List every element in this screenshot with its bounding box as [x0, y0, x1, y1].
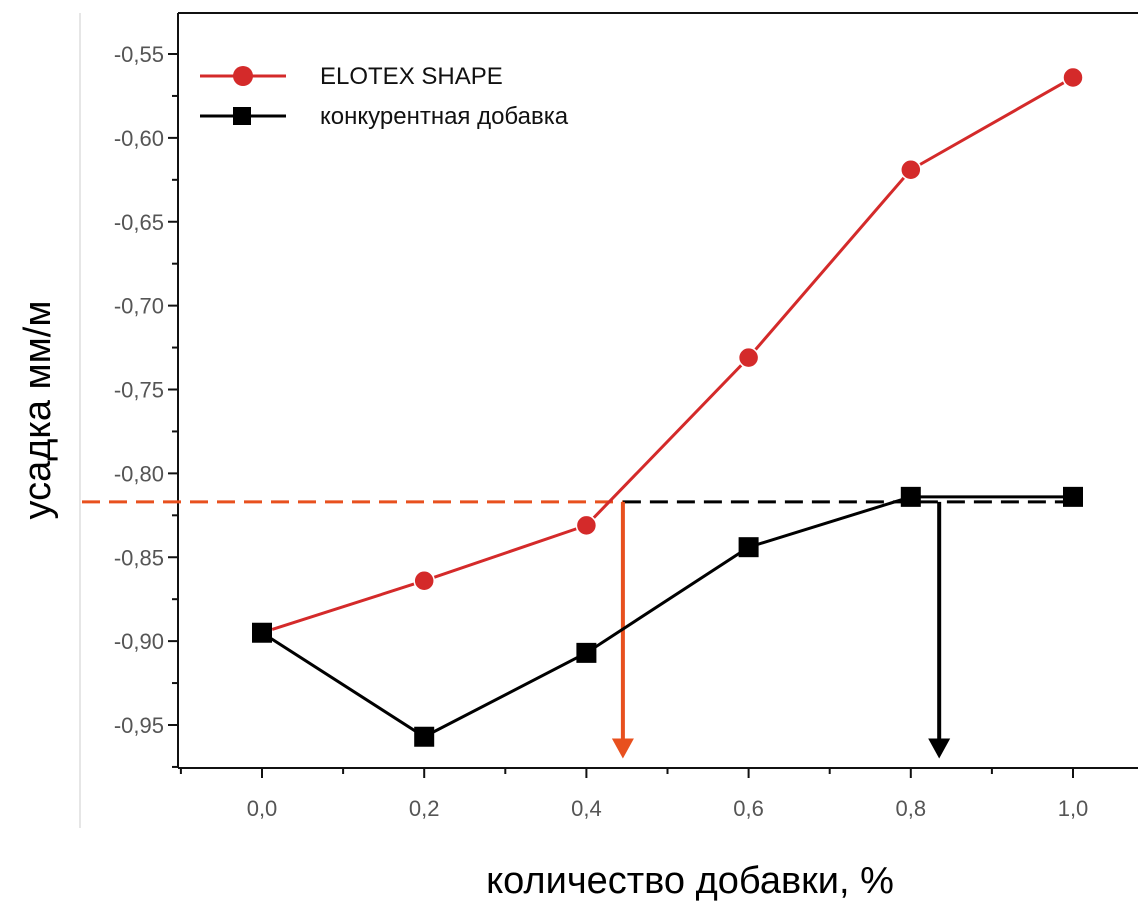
data-point — [900, 486, 921, 507]
legend-label: ELOTEX SHAPE — [320, 63, 503, 90]
data-point — [1063, 486, 1083, 507]
data-point — [252, 622, 272, 643]
arrow-head — [611, 738, 634, 759]
data-point — [737, 346, 760, 369]
plot-area — [79, 12, 1138, 828]
y-tick-label: -0,75 — [114, 378, 164, 403]
y-tick-label: -0,90 — [114, 629, 164, 654]
y-tick-label: -0,95 — [114, 713, 164, 738]
legend-marker — [233, 107, 251, 125]
x-tick-label: 0,2 — [409, 796, 440, 821]
x-tick-label: 0,6 — [733, 796, 764, 821]
arrow-head — [928, 738, 951, 759]
series-1 — [251, 66, 1084, 644]
series-line — [261, 76, 1074, 635]
data-point — [576, 642, 597, 663]
legend-label: конкурентная добавка — [320, 103, 569, 130]
data-point — [413, 569, 435, 592]
legend-marker — [233, 66, 253, 86]
legend: ELOTEX SHAPE конкурентная добавка — [200, 63, 569, 130]
series-2 — [252, 486, 1083, 747]
x-tick-label: 0,0 — [247, 796, 278, 821]
data-point — [900, 158, 922, 181]
reference-annotations — [82, 500, 1073, 759]
x-axis-title: количество добавки, % — [486, 860, 894, 902]
y-tick-label: -0,85 — [114, 545, 164, 570]
y-tick-label: -0,80 — [114, 461, 164, 486]
axes: -0,55 -0,60 -0,65 -0,70 -0,75 -0,80 -0,85 -0,90… — [114, 13, 1138, 821]
series — [251, 66, 1084, 747]
data-point — [1062, 66, 1084, 89]
y-tick-label: -0,65 — [114, 210, 164, 235]
data-point — [738, 537, 759, 558]
x-tick-label: 1,0 — [1058, 796, 1089, 821]
data-point — [575, 514, 598, 537]
series-line — [261, 495, 1073, 739]
data-point — [414, 726, 435, 747]
y-tick-label: -0,55 — [114, 42, 164, 67]
x-tick-label: 0,4 — [571, 796, 602, 821]
y-tick-label: -0,70 — [114, 294, 164, 319]
y-tick-label: -0,60 — [114, 126, 164, 151]
x-tick-label: 0,8 — [896, 796, 927, 821]
y-axis-title: усадка мм/м — [17, 301, 59, 520]
